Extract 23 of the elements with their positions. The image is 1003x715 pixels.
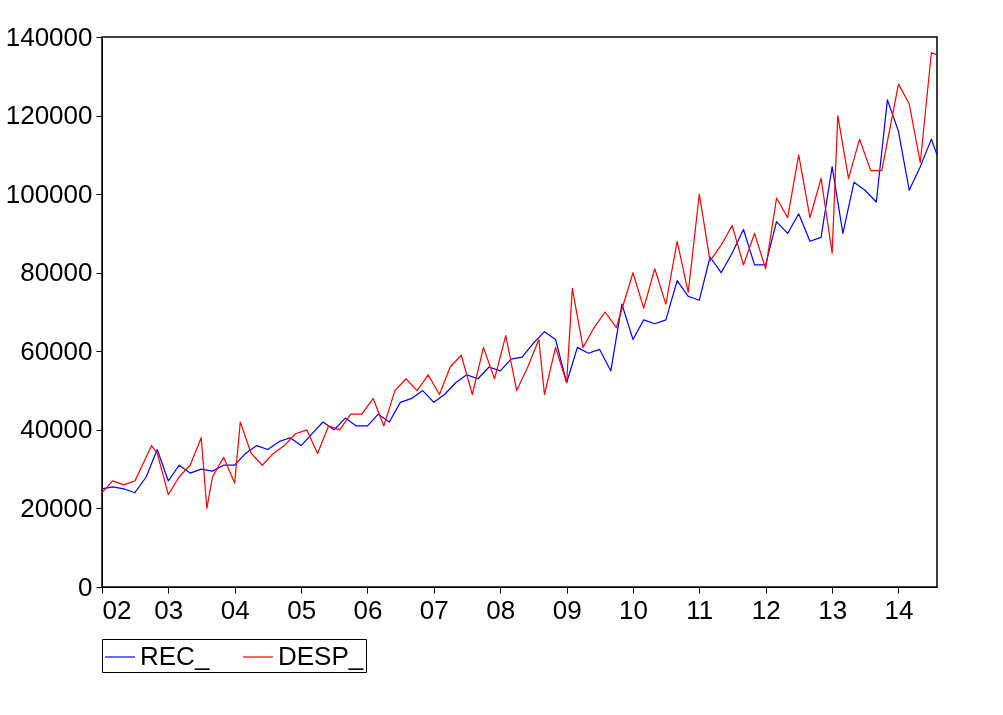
y-tick-label: 120000 <box>5 100 93 131</box>
x-tick-label: 04 <box>220 594 250 625</box>
x-tick-label: 06 <box>353 594 383 625</box>
x-tick-label: 03 <box>154 594 184 625</box>
x-tick-label: 07 <box>419 594 449 625</box>
x-tick-label: 05 <box>287 594 317 625</box>
legend-label: REC_ <box>140 641 210 671</box>
y-tick-label: 20000 <box>20 492 93 523</box>
y-tick-label: 60000 <box>20 335 93 366</box>
x-tick-label: 11 <box>686 594 714 625</box>
x-tick-label: 12 <box>751 594 781 625</box>
legend-label: DESP_ <box>278 641 364 671</box>
y-tick-label: 80000 <box>20 257 93 288</box>
x-tick-label: 13 <box>818 594 848 625</box>
x-tick-label: 10 <box>619 594 648 625</box>
y-tick-label: 0 <box>78 571 93 602</box>
x-tick-label: 14 <box>884 594 914 625</box>
y-tick-label: 140000 <box>5 21 93 52</box>
x-tick-label: 09 <box>552 594 582 625</box>
x-tick-label: 08 <box>486 594 516 625</box>
x-tick-label: 02 <box>102 594 132 625</box>
y-tick-label: 100000 <box>5 178 93 209</box>
y-tick-label: 40000 <box>20 414 93 445</box>
